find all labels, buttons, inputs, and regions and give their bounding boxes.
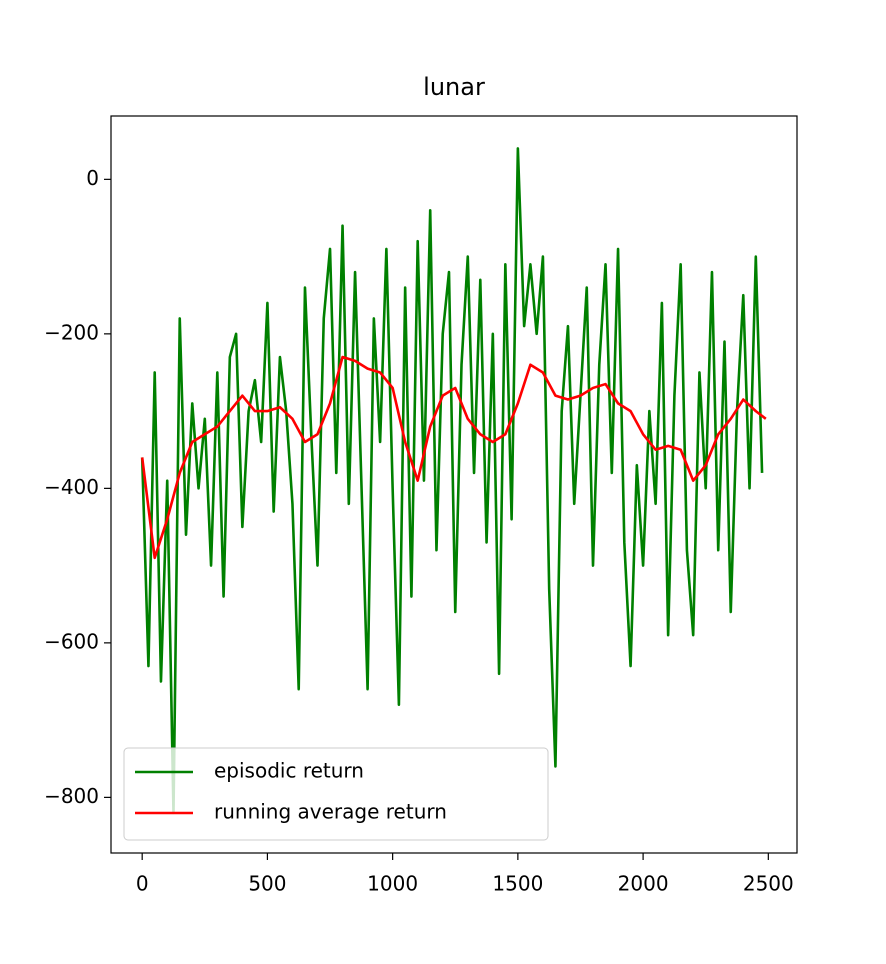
x-tick-label: 500 xyxy=(248,872,286,896)
legend-label: running average return xyxy=(214,800,447,824)
y-tick-label: −800 xyxy=(44,784,99,808)
series-line xyxy=(140,355,767,560)
x-tick-label: 1500 xyxy=(492,872,543,896)
y-tick-label: −200 xyxy=(44,320,99,344)
x-tick-label: 2000 xyxy=(618,872,669,896)
y-tick-label: 0 xyxy=(86,166,99,190)
y-tick-label: −400 xyxy=(44,475,99,499)
chart-title: lunar xyxy=(423,73,485,101)
y-tick-label: −600 xyxy=(44,629,99,653)
series-line xyxy=(140,147,764,815)
x-tick-label: 0 xyxy=(136,872,149,896)
x-tick-label: 2500 xyxy=(743,872,794,896)
legend-label: episodic return xyxy=(214,759,364,783)
legend-box xyxy=(123,747,549,841)
plot-frame xyxy=(110,115,798,854)
x-tick-label: 1000 xyxy=(367,872,418,896)
